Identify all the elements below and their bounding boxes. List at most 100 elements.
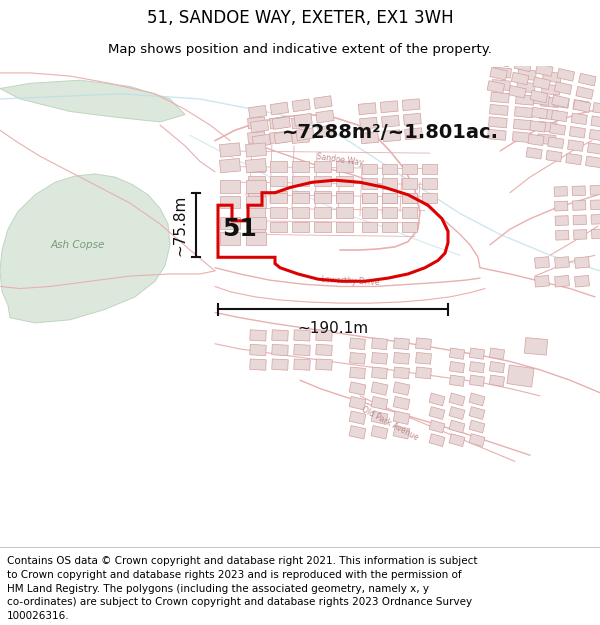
Polygon shape — [382, 222, 397, 232]
Polygon shape — [350, 352, 365, 364]
Polygon shape — [402, 222, 417, 232]
Polygon shape — [393, 411, 410, 424]
Polygon shape — [555, 216, 568, 226]
Polygon shape — [294, 113, 312, 126]
Polygon shape — [469, 393, 485, 406]
Polygon shape — [539, 109, 558, 120]
Polygon shape — [246, 232, 266, 245]
Polygon shape — [541, 96, 559, 108]
Polygon shape — [449, 375, 464, 386]
Polygon shape — [469, 361, 485, 373]
Polygon shape — [336, 191, 353, 201]
Polygon shape — [0, 80, 185, 122]
Polygon shape — [220, 196, 240, 208]
Polygon shape — [220, 217, 240, 229]
Polygon shape — [422, 192, 437, 203]
Polygon shape — [554, 257, 569, 268]
Polygon shape — [316, 110, 334, 123]
Polygon shape — [362, 164, 377, 174]
Polygon shape — [350, 367, 365, 379]
Polygon shape — [429, 420, 445, 433]
Polygon shape — [270, 176, 287, 186]
Polygon shape — [248, 191, 265, 201]
Polygon shape — [512, 132, 531, 142]
Polygon shape — [382, 115, 400, 128]
Text: Ash Copse: Ash Copse — [51, 240, 105, 250]
Polygon shape — [383, 130, 401, 142]
Polygon shape — [371, 382, 388, 395]
Polygon shape — [402, 192, 417, 203]
Polygon shape — [416, 338, 431, 349]
Polygon shape — [491, 92, 509, 103]
Polygon shape — [571, 113, 587, 124]
Polygon shape — [524, 338, 548, 355]
Polygon shape — [371, 338, 388, 349]
Polygon shape — [514, 59, 532, 72]
Polygon shape — [250, 344, 266, 356]
Polygon shape — [493, 67, 511, 78]
Polygon shape — [548, 137, 564, 149]
Polygon shape — [359, 118, 377, 129]
Polygon shape — [589, 129, 600, 141]
Polygon shape — [537, 134, 556, 145]
Polygon shape — [533, 77, 550, 89]
Polygon shape — [371, 426, 388, 439]
Polygon shape — [554, 201, 568, 211]
Polygon shape — [403, 113, 421, 125]
Polygon shape — [371, 396, 388, 410]
Polygon shape — [553, 97, 569, 108]
Polygon shape — [578, 73, 596, 86]
Polygon shape — [336, 161, 353, 172]
Polygon shape — [292, 191, 309, 201]
Polygon shape — [515, 94, 534, 105]
Text: Sandoe Way: Sandoe Way — [316, 152, 364, 167]
Polygon shape — [316, 344, 332, 356]
Polygon shape — [487, 81, 505, 93]
Polygon shape — [422, 178, 437, 189]
Text: 51, SANDOE WAY, EXETER, EX1 3WH: 51, SANDOE WAY, EXETER, EX1 3WH — [146, 9, 454, 28]
Polygon shape — [246, 180, 266, 192]
Polygon shape — [574, 229, 587, 239]
Polygon shape — [270, 222, 287, 232]
Polygon shape — [314, 161, 331, 172]
Polygon shape — [449, 348, 464, 359]
Polygon shape — [551, 95, 569, 108]
Polygon shape — [349, 411, 366, 424]
Polygon shape — [554, 186, 568, 196]
Polygon shape — [416, 352, 431, 364]
Polygon shape — [429, 393, 445, 406]
Polygon shape — [469, 420, 485, 433]
Polygon shape — [490, 375, 505, 386]
Polygon shape — [404, 128, 422, 140]
Polygon shape — [314, 176, 331, 186]
Polygon shape — [535, 257, 550, 268]
Polygon shape — [511, 72, 529, 85]
Polygon shape — [449, 434, 465, 446]
Polygon shape — [246, 196, 266, 208]
Polygon shape — [550, 124, 566, 135]
Polygon shape — [469, 348, 485, 359]
Polygon shape — [469, 407, 485, 419]
Polygon shape — [573, 99, 589, 111]
Polygon shape — [250, 120, 269, 132]
Polygon shape — [566, 153, 582, 165]
Polygon shape — [393, 396, 410, 410]
Polygon shape — [488, 117, 507, 128]
Polygon shape — [248, 131, 265, 144]
Polygon shape — [336, 222, 353, 232]
Polygon shape — [394, 367, 409, 379]
Polygon shape — [530, 121, 546, 132]
Polygon shape — [528, 134, 544, 146]
Polygon shape — [316, 359, 332, 370]
Text: ~7288m²/~1.801ac.: ~7288m²/~1.801ac. — [281, 122, 499, 142]
Polygon shape — [572, 186, 586, 196]
Polygon shape — [402, 192, 417, 203]
Polygon shape — [449, 361, 464, 373]
Polygon shape — [393, 426, 410, 439]
Polygon shape — [542, 72, 561, 82]
Polygon shape — [449, 393, 465, 406]
Polygon shape — [394, 352, 409, 364]
Polygon shape — [551, 110, 568, 122]
Polygon shape — [270, 208, 287, 217]
Polygon shape — [493, 54, 510, 67]
